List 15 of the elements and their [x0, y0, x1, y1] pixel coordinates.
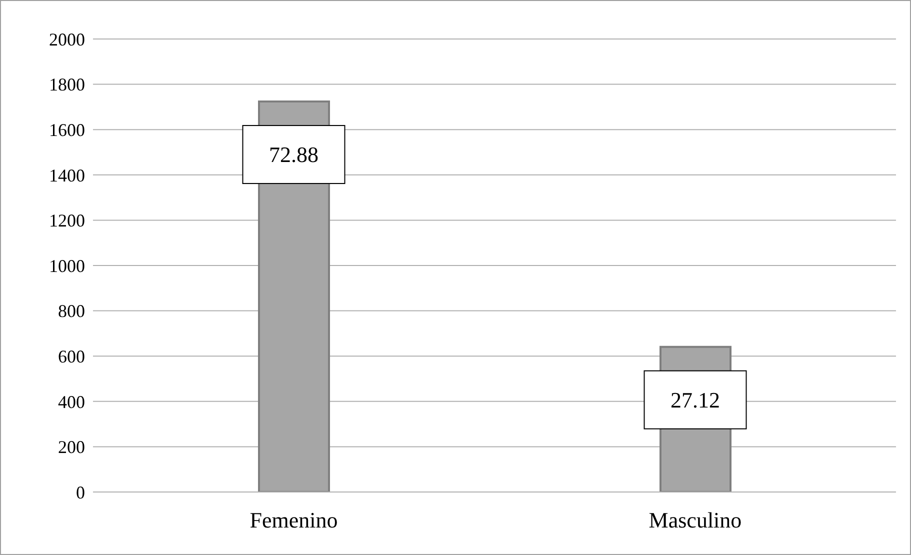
x-tick-label: Femenino [250, 508, 338, 533]
y-tick-label: 0 [76, 482, 85, 502]
y-tick-label: 800 [58, 301, 85, 322]
annotation: 27.12 [670, 387, 720, 412]
y-tick-label: 1400 [49, 165, 85, 186]
y-tick-label: 1000 [49, 256, 85, 276]
x-tick-label: Masculino [648, 508, 742, 533]
annotation: 72.88 [269, 142, 318, 168]
y-tick-label: 1200 [49, 210, 85, 231]
y-tick-label: 1800 [49, 74, 85, 95]
y-tick-label: 400 [58, 392, 85, 412]
y-tick-label: 2000 [49, 29, 85, 50]
y-tick-label: 1600 [49, 120, 85, 140]
y-tick-label: 200 [58, 437, 85, 458]
y-tick-label: 600 [58, 346, 85, 366]
